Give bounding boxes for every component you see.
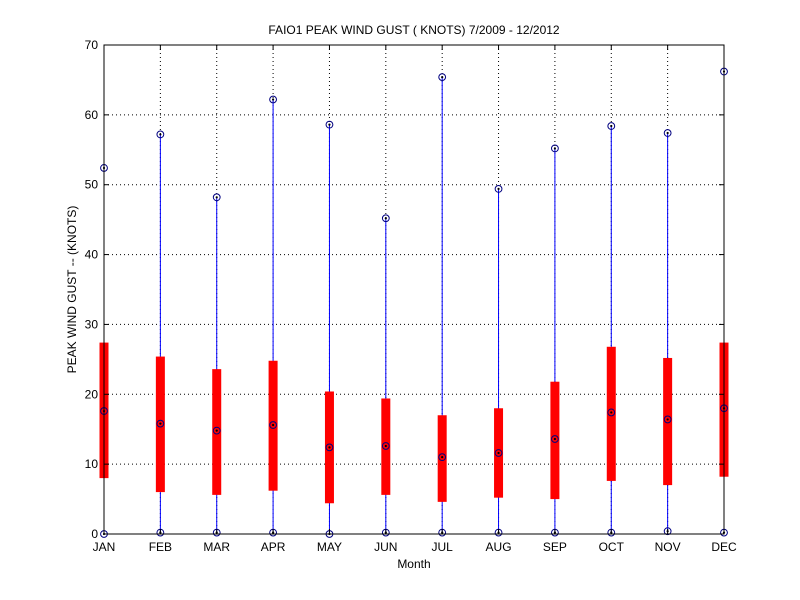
median-marker-dot <box>610 411 613 414</box>
median-marker <box>325 443 334 452</box>
x-tick-label: JAN <box>93 540 116 554</box>
max-marker-dot <box>441 76 444 79</box>
median-marker-dot <box>215 429 218 432</box>
x-tick-label: FEB <box>149 540 172 554</box>
median-marker-dot <box>271 423 275 427</box>
median-marker <box>381 442 390 450</box>
max-marker-dot <box>666 131 669 135</box>
max-marker <box>607 122 616 130</box>
iqr-box <box>606 346 616 481</box>
x-tick-label: DEC <box>711 540 737 554</box>
median-marker-dot <box>666 418 669 421</box>
median-marker <box>269 421 277 429</box>
median-marker-dot <box>328 446 331 449</box>
median-marker-dot <box>441 456 444 459</box>
median-marker <box>156 419 165 428</box>
median-marker <box>663 415 672 424</box>
x-tick-label: MAR <box>203 540 230 554</box>
y-axis-ticks: 0 10 20 30 40 50 60 70 <box>85 38 724 541</box>
y-tick-label: 50 <box>85 178 99 192</box>
max-marker-dot <box>497 187 500 191</box>
max-marker-dot <box>384 217 387 220</box>
max-marker <box>156 130 165 139</box>
x-tick-label: MAY <box>317 540 342 554</box>
y-tick-label: 0 <box>91 527 98 541</box>
y-tick-label: 70 <box>85 38 99 52</box>
max-marker-dot <box>159 133 162 136</box>
y-tick-label: 40 <box>85 248 99 262</box>
median-marker <box>212 426 221 435</box>
max-marker <box>269 95 277 104</box>
median-marker <box>494 449 503 457</box>
median-marker <box>438 453 447 462</box>
max-marker <box>438 73 447 82</box>
median-marker-dot <box>384 444 387 448</box>
max-marker-dot <box>328 123 331 126</box>
max-marker-dot <box>553 147 557 150</box>
x-axis-label: Month <box>397 557 430 571</box>
max-marker <box>212 193 221 202</box>
x-tick-label: OCT <box>599 540 625 554</box>
max-marker-dot <box>215 196 218 199</box>
iqr-box <box>212 369 222 495</box>
median-marker-dot <box>553 437 557 441</box>
iqr-box <box>437 415 447 502</box>
x-tick-label: JUL <box>432 540 454 554</box>
y-tick-label: 30 <box>85 317 99 331</box>
y-tick-label: 60 <box>85 108 99 122</box>
max-marker-dot <box>271 98 275 101</box>
max-marker <box>381 214 390 223</box>
x-axis-ticks: JAN FEB MAR APR MAY JUN JUL AUG SEP OCT NOV DEC <box>93 45 737 554</box>
max-marker-dot <box>610 124 613 128</box>
chart-title: FAIO1 PEAK WIND GUST ( KNOTS) 7/2009 - 1… <box>268 23 560 37</box>
max-marker <box>494 185 503 193</box>
y-tick-label: 10 <box>85 457 99 471</box>
x-tick-label: JUN <box>374 540 397 554</box>
max-marker <box>663 129 672 137</box>
plot-area <box>104 45 724 534</box>
plot-frame <box>103 44 725 535</box>
median-marker <box>551 435 559 443</box>
max-marker <box>551 144 559 153</box>
x-tick-label: NOV <box>655 540 681 554</box>
min-marker <box>663 527 672 536</box>
iqr-box <box>550 381 560 500</box>
x-tick-label: AUG <box>486 540 512 554</box>
max-marker <box>325 120 334 129</box>
y-tick-label: 20 <box>85 387 99 401</box>
median-marker-dot <box>497 451 500 455</box>
iqr-box <box>663 357 673 486</box>
x-tick-label: APR <box>261 540 286 554</box>
median-marker <box>607 408 616 417</box>
x-tick-label: SEP <box>543 540 567 554</box>
median-marker-dot <box>159 422 162 425</box>
y-axis-label: PEAK WIND GUST -- (KNOTS) <box>65 206 79 374</box>
